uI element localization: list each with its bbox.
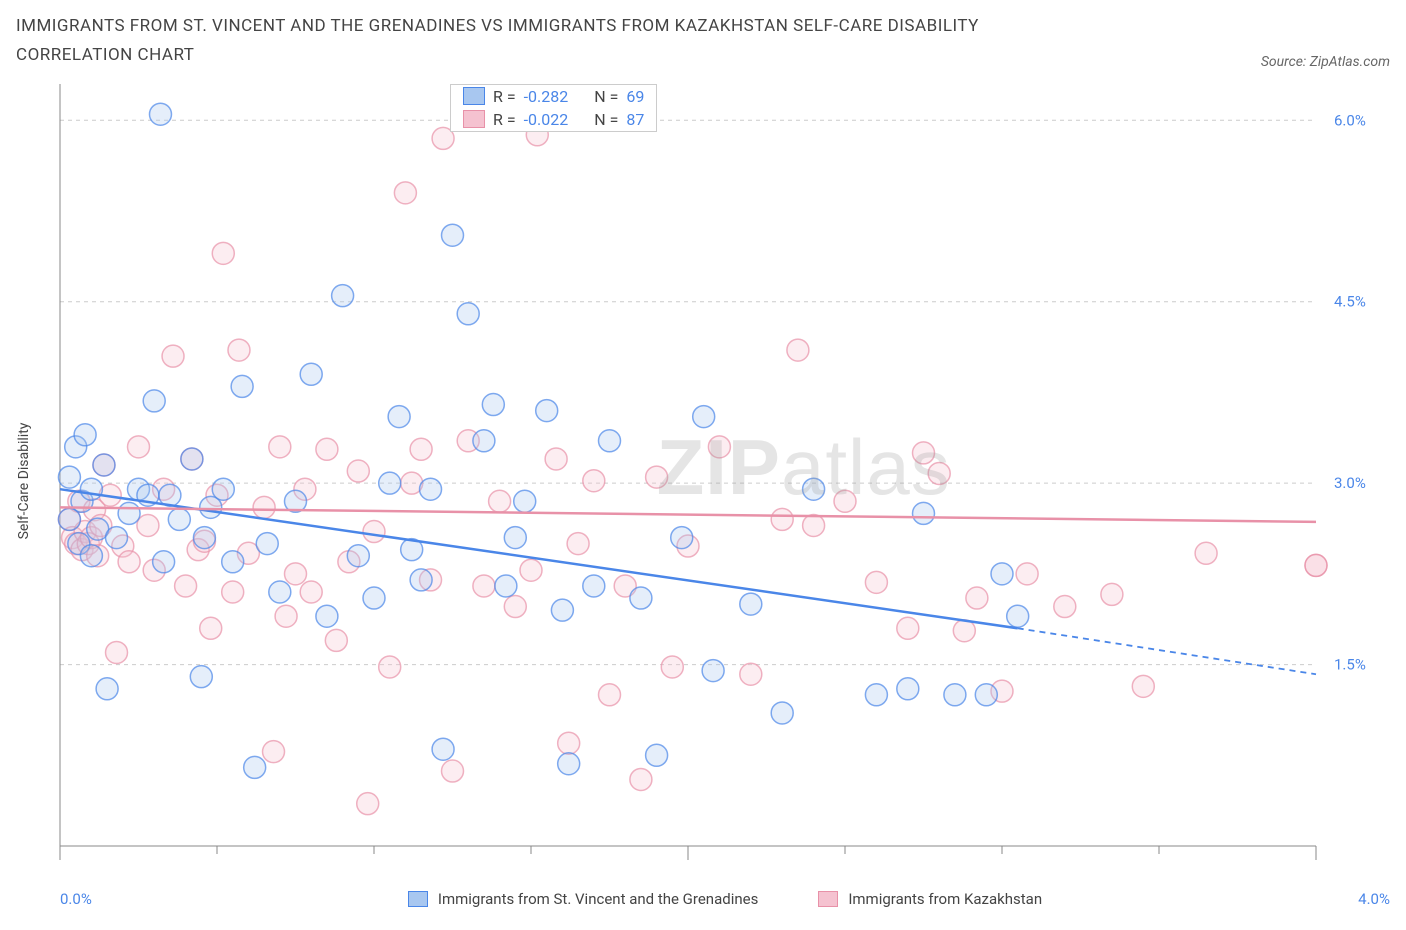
svg-text:6.0%: 6.0%: [1334, 111, 1366, 129]
swatch-blue: [463, 87, 485, 105]
stats-box: R = -0.282 N = 69 R = -0.022 N = 87: [450, 84, 657, 132]
header-row: IMMIGRANTS FROM ST. VINCENT AND THE GREN…: [16, 12, 1390, 70]
svg-text:3.0%: 3.0%: [1334, 474, 1366, 492]
chart-title: IMMIGRANTS FROM ST. VINCENT AND THE GREN…: [16, 12, 979, 70]
legend-swatch-pink: [818, 891, 838, 907]
x-min-label: 0.0%: [60, 890, 92, 908]
chart-container: Self-Care Disability 1.5%3.0%4.5%6.0% ZI…: [16, 76, 1390, 886]
title-line-1: IMMIGRANTS FROM ST. VINCENT AND THE GREN…: [16, 16, 979, 36]
legend-label-pink: Immigrants from Kazakhstan: [848, 890, 1042, 908]
swatch-pink: [463, 110, 485, 128]
svg-text:4.5%: 4.5%: [1334, 292, 1366, 310]
stats-row-blue: R = -0.282 N = 69: [451, 85, 656, 108]
legend-swatch-blue: [408, 891, 428, 907]
y-axis-label: Self-Care Disability: [16, 422, 32, 539]
bottom-legend: 0.0% Immigrants from St. Vincent and the…: [16, 886, 1390, 908]
title-line-2: CORRELATION CHART: [16, 45, 194, 65]
legend-item-blue: Immigrants from St. Vincent and the Gren…: [408, 890, 758, 908]
legend-item-pink: Immigrants from Kazakhstan: [818, 890, 1042, 908]
source-credit: Source: ZipAtlas.com: [1261, 54, 1390, 70]
scatter-chart: 1.5% 3.0% 4.5% 6.0%: [16, 76, 1376, 886]
stats-row-pink: R = -0.022 N = 87: [451, 108, 656, 131]
x-max-label: 4.0%: [1358, 890, 1390, 908]
legend-label-blue: Immigrants from St. Vincent and the Gren…: [438, 890, 758, 908]
legend-center: Immigrants from St. Vincent and the Gren…: [408, 890, 1042, 908]
svg-text:1.5%: 1.5%: [1334, 655, 1366, 673]
